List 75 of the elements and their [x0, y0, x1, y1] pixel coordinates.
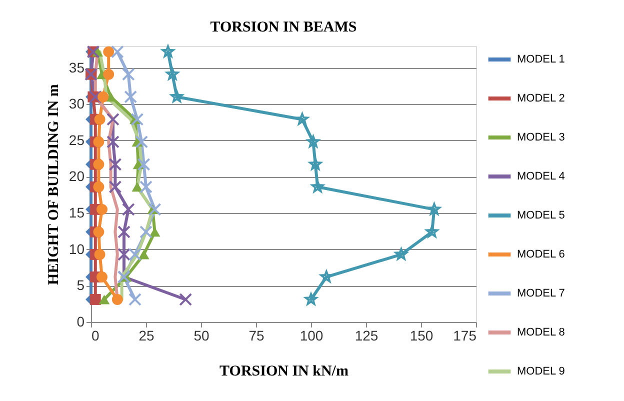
point: [106, 135, 120, 148]
legend-label: MODEL 1: [517, 54, 565, 66]
point: [93, 226, 104, 238]
point: [179, 293, 192, 306]
chart-title: TORSION IN BEAMS: [210, 19, 357, 36]
x-tick-label: 150: [410, 328, 434, 344]
point: [108, 180, 122, 194]
legend-label: MODEL 3: [517, 132, 565, 144]
point: [132, 182, 143, 192]
point: [93, 181, 104, 192]
y-tick-label: 0: [76, 314, 85, 330]
point: [96, 204, 108, 215]
y-tick-label: 15: [68, 204, 85, 221]
y-axis-title: HEIGHT OF BUILDING IN m: [46, 84, 62, 285]
point: [122, 202, 135, 216]
point: [94, 114, 106, 125]
point: [98, 294, 110, 304]
point: [118, 248, 130, 261]
point: [137, 158, 150, 171]
point: [309, 158, 322, 170]
legend-label: MODEL 7: [517, 288, 565, 300]
point: [320, 270, 333, 282]
legend-label: MODEL 9: [517, 366, 565, 378]
point: [93, 136, 104, 148]
point: [166, 68, 179, 80]
point: [90, 294, 101, 305]
point: [311, 180, 324, 192]
x-tick-label: 50: [194, 328, 210, 344]
point: [428, 202, 440, 215]
point: [148, 202, 162, 216]
point: [394, 248, 408, 260]
y-tick-label: 20: [68, 168, 85, 184]
point: [135, 135, 148, 148]
point: [93, 158, 104, 170]
point: [296, 112, 308, 125]
legend-label: MODEL 2: [517, 92, 565, 104]
point: [306, 135, 320, 148]
legend-label: MODEL 4: [517, 170, 565, 182]
point: [103, 46, 114, 58]
point: [170, 90, 184, 102]
point: [108, 158, 122, 171]
point: [426, 225, 438, 238]
legend-label: MODEL 8: [517, 326, 565, 338]
x-tick-label: 75: [248, 328, 264, 344]
x-tick-label: 175: [453, 328, 477, 344]
point: [140, 180, 152, 194]
y-tick-label: 10: [68, 240, 85, 257]
x-tick-label: 100: [300, 328, 324, 344]
point: [162, 45, 174, 58]
point: [106, 112, 120, 126]
point: [112, 294, 123, 305]
point: [138, 250, 150, 260]
y-tick-label: 30: [68, 96, 85, 112]
x-tick-label: 0: [92, 328, 100, 344]
y-tick-label: 5: [76, 277, 85, 294]
point: [124, 90, 138, 104]
x-tick-label: 125: [354, 328, 378, 344]
point: [110, 45, 124, 58]
point: [94, 248, 106, 260]
point: [128, 293, 142, 306]
legend-label: MODEL 6: [517, 248, 565, 260]
point: [130, 112, 144, 126]
y-tick-label: 25: [68, 132, 85, 148]
point: [96, 272, 108, 282]
point: [140, 225, 152, 238]
point: [88, 90, 102, 104]
x-axis-title: TORSION IN kN/m: [220, 364, 349, 380]
point: [103, 68, 114, 80]
x-tick-label: 25: [138, 328, 154, 344]
point: [128, 248, 142, 261]
point: [122, 68, 135, 81]
y-tick-label: 35: [68, 59, 85, 76]
legend-label: MODEL 5: [517, 210, 565, 222]
point: [118, 225, 130, 238]
point: [98, 91, 109, 102]
